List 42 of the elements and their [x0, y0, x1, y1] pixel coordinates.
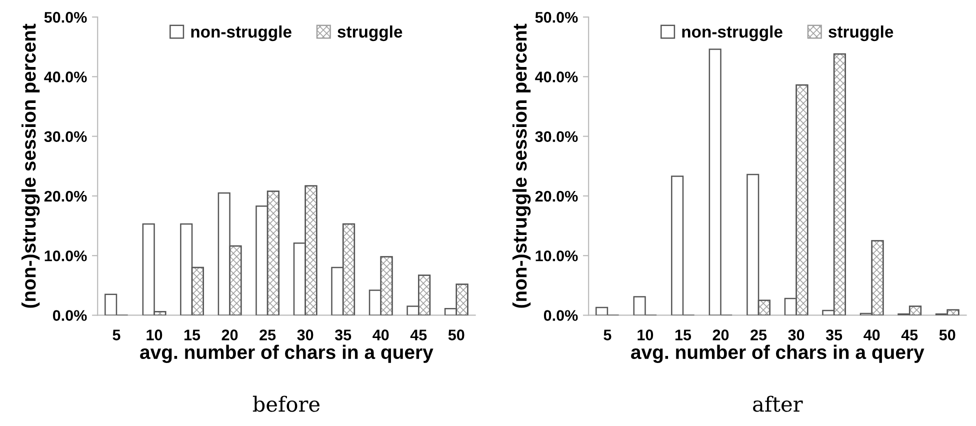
x-axis-title: avg. number of chars in a query — [140, 344, 434, 363]
y-tick-label: 0.0% — [52, 310, 87, 321]
y-tick-label: 30.0% — [535, 131, 578, 142]
text: after — [753, 396, 803, 412]
legend-label: non-struggle — [682, 25, 782, 42]
x-tick-label: 10 — [638, 330, 654, 340]
x-tick-label: 25 — [260, 330, 276, 340]
y-tick-label: 40.0% — [44, 72, 87, 82]
x-tick-label: 45 — [901, 330, 918, 340]
y-tick-label: 10.0% — [44, 250, 87, 262]
x-tick-label: 5 — [604, 330, 612, 340]
y-axis-title: (non-)struggle session percent — [512, 24, 531, 308]
x-tick-label: 35 — [826, 330, 842, 340]
x-tick-label: 45 — [410, 330, 427, 340]
x-tick-label: 10 — [146, 330, 162, 340]
x-tick-label: 35 — [334, 330, 352, 340]
x-tick-label: 30 — [788, 330, 804, 340]
x-tick-label: 50 — [939, 330, 956, 340]
y-tick-label: 50.0% — [44, 12, 87, 23]
y-tick-label: 30.0% — [44, 131, 87, 142]
legend-label: struggle — [338, 25, 402, 42]
x-tick-label: 5 — [112, 330, 120, 340]
x-tick-label: 30 — [297, 330, 314, 340]
legend-label: struggle — [828, 25, 894, 42]
x-tick-label: 50 — [448, 330, 464, 340]
y-tick-label: 10.0% — [536, 250, 578, 262]
x-tick-label: 15 — [184, 330, 200, 340]
x-axis-title: avg. number of chars in a query — [631, 344, 924, 363]
x-tick-label: 20 — [222, 330, 238, 340]
y-tick-label: 50.0% — [535, 12, 578, 23]
x-tick-label: 15 — [675, 330, 692, 340]
x-tick-label: 20 — [712, 330, 729, 340]
x-tick-label: 25 — [750, 330, 767, 340]
y-tick-label: 0.0% — [544, 310, 578, 321]
y-tick-label: 40.0% — [535, 72, 578, 82]
y-tick-label: 20.0% — [44, 190, 87, 202]
y-axis-title: (non-)struggle session percent — [21, 24, 40, 308]
text: before — [252, 396, 320, 412]
x-tick-label: 40 — [864, 330, 880, 340]
x-tick-label: 40 — [372, 330, 389, 340]
y-tick-label: 20.0% — [535, 190, 578, 202]
legend-label: non-struggle — [191, 25, 292, 42]
